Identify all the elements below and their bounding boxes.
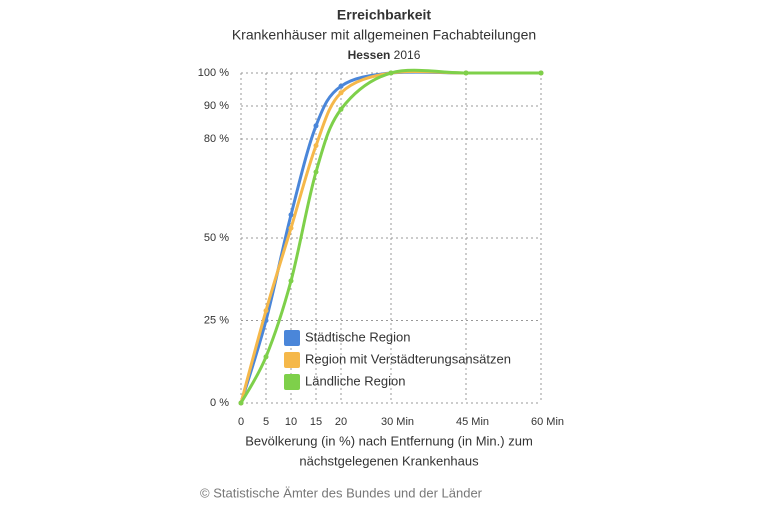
y-tick-label: 90 % bbox=[204, 100, 229, 112]
source: © Statistische Ämter des Bundes und der … bbox=[200, 485, 483, 500]
data-point bbox=[263, 308, 269, 314]
data-point bbox=[238, 400, 244, 406]
series-line bbox=[239, 68, 541, 404]
data-point bbox=[538, 70, 544, 76]
data-point bbox=[288, 225, 294, 231]
data-point bbox=[313, 123, 319, 129]
y-tick-label: 0 % bbox=[210, 397, 229, 409]
legend-label: Städtische Region bbox=[305, 329, 411, 344]
data-point bbox=[263, 354, 269, 360]
data-point bbox=[388, 70, 394, 76]
region: Hessen bbox=[348, 48, 391, 62]
x-tick-label: 45 Min bbox=[456, 416, 489, 428]
legend-label: Ländliche Region bbox=[305, 373, 405, 388]
chart-subtitle: Krankenhäuser mit allgemeinen Fachabteil… bbox=[232, 27, 536, 43]
x-tick-label: 60 Min bbox=[531, 416, 564, 428]
data-point bbox=[288, 212, 294, 218]
data-point bbox=[338, 90, 344, 96]
x-tick-label: 5 bbox=[263, 416, 269, 428]
y-tick-label: 50 % bbox=[204, 232, 229, 244]
legend-swatch bbox=[284, 374, 300, 390]
data-point bbox=[338, 106, 344, 112]
x-tick-label: 30 Min bbox=[381, 416, 414, 428]
data-point bbox=[463, 70, 469, 76]
region-year: Hessen 2016 bbox=[348, 48, 421, 62]
x-tick-label: 20 bbox=[335, 416, 347, 428]
x-tick-label: 0 bbox=[238, 416, 244, 428]
legend-swatch bbox=[284, 352, 300, 368]
data-point bbox=[313, 143, 319, 149]
legend-label: Region mit Verstädterungsansätzen bbox=[305, 351, 511, 366]
y-tick-label: 100 % bbox=[198, 67, 229, 79]
x-tick-label: 15 bbox=[310, 416, 322, 428]
year: 2016 bbox=[394, 48, 421, 62]
y-tick-label: 80 % bbox=[204, 133, 229, 145]
data-point bbox=[288, 278, 294, 284]
data-point bbox=[338, 83, 344, 89]
x-axis-label: Bevölkerung (in %) nach Entfernung (in M… bbox=[245, 433, 533, 448]
x-tick-label: 10 bbox=[285, 416, 297, 428]
chart-title: Erreichbarkeit bbox=[337, 7, 431, 23]
y-tick-label: 25 % bbox=[204, 314, 229, 326]
x-axis-label: nächstgelegenen Krankenhaus bbox=[299, 453, 479, 468]
legend-swatch bbox=[284, 330, 300, 346]
data-point bbox=[313, 169, 319, 175]
